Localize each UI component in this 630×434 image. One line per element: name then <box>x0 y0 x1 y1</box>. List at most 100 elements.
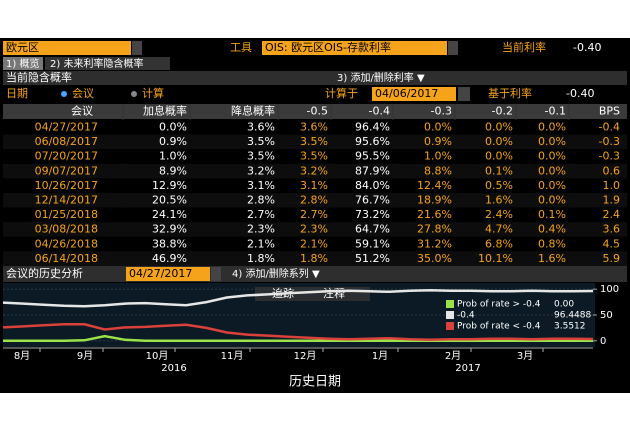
tab[interactable] <box>3 57 43 70</box>
cell: 3.6% <box>300 121 328 134</box>
cell: 0.5% <box>485 179 513 192</box>
cell: 4.5 <box>603 237 621 250</box>
legend-label: Prob of rate > -0.4 <box>457 300 541 310</box>
radio-off[interactable] <box>131 91 137 97</box>
cell: 27.8% <box>417 223 452 236</box>
cell: 3.6 <box>603 223 621 236</box>
row <box>3 163 627 179</box>
add-remove-button[interactable]: 3) 添加/删除利率 ▼ <box>337 71 425 84</box>
cell: 0.0% <box>538 194 566 207</box>
cell: -0.3 <box>599 150 620 163</box>
x-tick-label: 10月 <box>146 350 169 362</box>
x-axis-title: 历史日期 <box>289 375 341 390</box>
table: 会议 加息概率 降息概率 -0.5 -0.4 -0.3 -0.2 -0.1 BPS04/27/2… <box>3 104 627 266</box>
radio-on[interactable] <box>61 91 67 97</box>
cell: 3.2% <box>300 164 328 177</box>
legend-value: 96.4488 <box>554 311 591 321</box>
x-tick-label: 2月 <box>445 350 461 362</box>
cell: 06/14/2018 <box>35 252 98 265</box>
tab-label: 2) 未来利率隐含概率 <box>50 57 143 70</box>
y-tick-label: 0 <box>600 336 606 347</box>
cell: 2.4% <box>485 208 513 221</box>
cell: 2.7% <box>300 208 328 221</box>
meeting-date: 04/27/2017 <box>129 267 192 280</box>
x-tick-label: 8月 <box>14 350 30 362</box>
cell: 1.8% <box>300 252 328 265</box>
cell: 4.7% <box>485 223 513 236</box>
row <box>3 222 627 237</box>
row <box>3 134 627 150</box>
row <box>3 251 627 266</box>
cell: 0.0% <box>538 164 566 177</box>
cell: 2.1% <box>247 237 275 250</box>
cell: 0.1% <box>485 164 513 177</box>
cell: 20.5% <box>152 194 187 207</box>
column-header: 会议 <box>71 105 93 118</box>
cell: 1.6% <box>538 252 566 265</box>
row <box>3 193 627 208</box>
dropdown[interactable] <box>132 41 142 55</box>
region-field[interactable] <box>3 41 131 55</box>
cell: 12.4% <box>417 179 452 192</box>
cell: 64.7% <box>355 223 390 236</box>
row <box>3 236 627 252</box>
cell: 1.0% <box>159 150 187 163</box>
cell: 0.8% <box>538 237 566 250</box>
x-tick-label: 3月 <box>517 350 533 362</box>
tab[interactable] <box>45 57 170 70</box>
cell: 0.0% <box>538 179 566 192</box>
cell: 3.1% <box>300 179 328 192</box>
calc-option: 计算 <box>142 86 164 100</box>
cell: 0.4% <box>538 223 566 236</box>
section-bar <box>3 71 627 85</box>
legend-swatch <box>446 322 454 330</box>
cell: 0.0% <box>485 121 513 134</box>
cell: 03/08/2018 <box>35 223 98 236</box>
cell: 35.0% <box>417 252 452 265</box>
cell: 2.3% <box>300 223 328 236</box>
cell: 06/08/2017 <box>35 135 98 148</box>
cell: 10.1% <box>478 252 513 265</box>
cell: 31.2% <box>417 237 452 250</box>
calc-date: 04/06/2017 <box>375 87 438 100</box>
dropdown[interactable] <box>448 41 458 55</box>
cell: 0.0% <box>485 150 513 163</box>
date-field[interactable] <box>372 87 456 101</box>
cell: 1.0 <box>603 179 621 192</box>
cell: 0.0% <box>538 121 566 134</box>
cell: 07/20/2017 <box>35 150 98 163</box>
cell: 8.8% <box>424 164 452 177</box>
cell: 2.1% <box>300 237 328 250</box>
meeting-field[interactable] <box>126 267 210 281</box>
cell: 76.7% <box>355 194 390 207</box>
base-rate-label: 基于利率 <box>488 86 532 100</box>
cell: 0.1% <box>538 208 566 221</box>
cell: 95.5% <box>355 150 390 163</box>
cell: -0.4 <box>599 121 620 134</box>
instrument-field[interactable] <box>262 41 447 55</box>
cell: 73.2% <box>355 208 390 221</box>
cell: 3.5% <box>300 150 328 163</box>
cell: 96.4% <box>355 121 390 134</box>
calendar[interactable] <box>458 87 470 101</box>
cell: 0.9% <box>159 135 187 148</box>
annotate-button[interactable]: 注释 <box>323 286 345 300</box>
row <box>3 149 627 164</box>
cell: 0.0% <box>485 135 513 148</box>
cell: 3.5% <box>247 135 275 148</box>
cell: 12.9% <box>152 179 187 192</box>
column-header: -0.4 <box>369 105 390 118</box>
add-remove-series[interactable]: 4) 添加/删除系列 ▼ <box>232 267 320 280</box>
column-header: 加息概率 <box>143 104 187 118</box>
region: 欧元区 <box>6 41 39 54</box>
cell: 0.0% <box>538 150 566 163</box>
legend-label: Prob of rate < -0.4 <box>457 322 541 332</box>
dropdown[interactable] <box>211 267 221 281</box>
base-rate: -0.40 <box>566 87 594 100</box>
calc-at-label: 计算于 <box>325 86 358 100</box>
x-tick-label: 12月 <box>294 350 317 362</box>
cell: 0.6 <box>603 164 621 177</box>
cell: 18.9% <box>417 194 452 207</box>
